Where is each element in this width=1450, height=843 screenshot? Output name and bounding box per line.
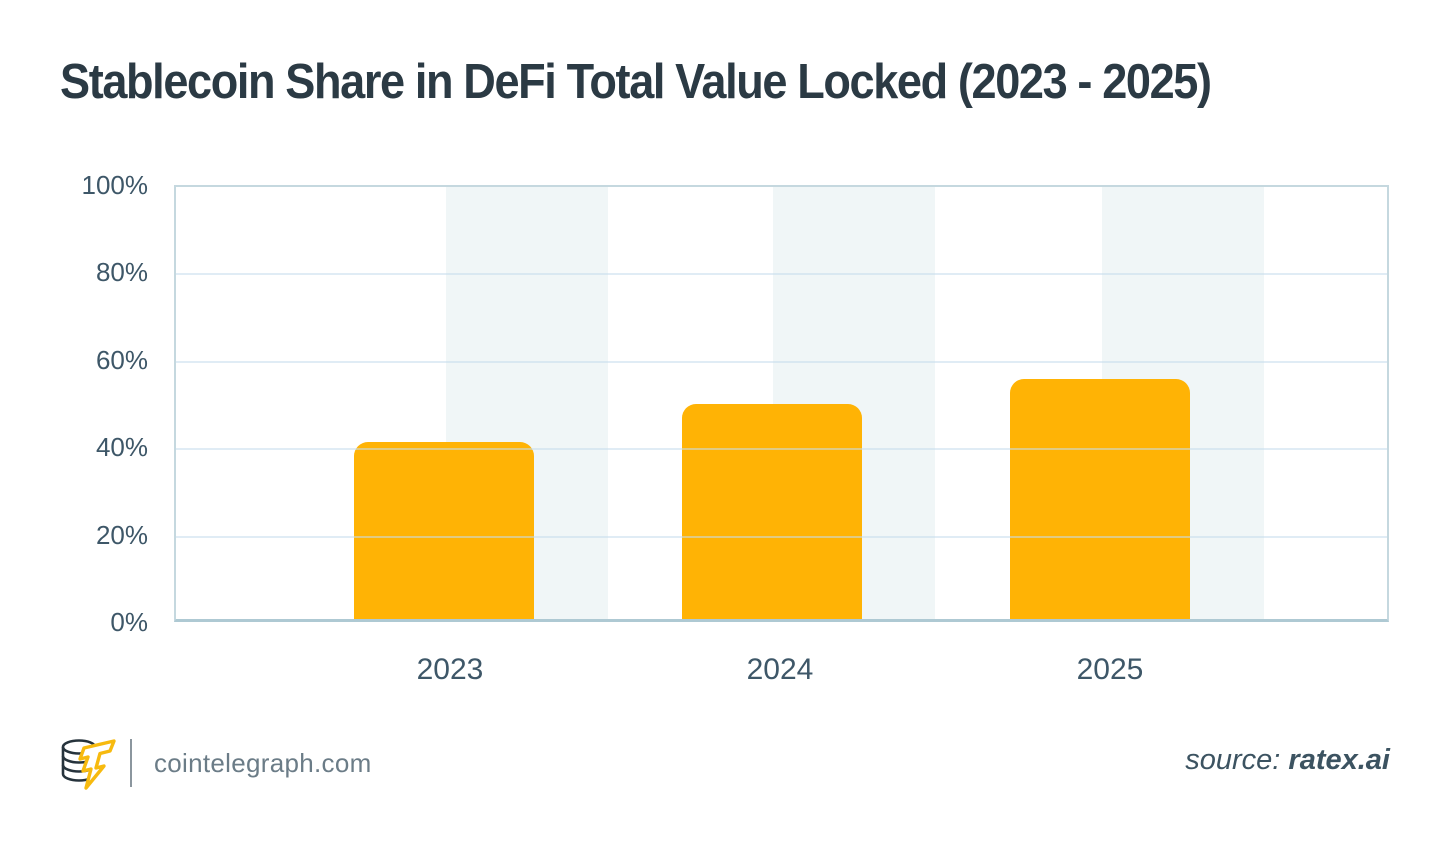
y-axis-label-20: 20% [95, 519, 148, 550]
x-axis-label-2024: 2024 [746, 653, 814, 686]
gridline-80 [176, 273, 1387, 276]
y-axis-label-80: 80% [95, 257, 148, 288]
gridline-60 [176, 360, 1387, 363]
bar-2024 [682, 404, 862, 619]
x-axis-label-2025: 2025 [1076, 653, 1144, 686]
gridline-40 [176, 448, 1387, 451]
cointelegraph-logo [61, 739, 116, 790]
source-attribution: source: ratex.ai [1185, 744, 1390, 777]
bar-2023 [354, 442, 534, 619]
plot-area [174, 185, 1389, 622]
x-axis-label-2023: 2023 [416, 653, 484, 686]
brand-divider [130, 739, 132, 787]
y-axis-label-60: 60% [95, 344, 148, 375]
lightning-t-icon [78, 739, 116, 790]
bar-2025 [1010, 379, 1190, 619]
source-value: ratex.ai [1288, 744, 1390, 776]
y-axis-label-0: 0% [110, 607, 148, 637]
y-axis-label-40: 40% [95, 432, 148, 463]
brand-site-text: cointelegraph.com [154, 747, 372, 778]
source-label: source: [1185, 744, 1281, 776]
chart-title: Stablecoin Share in DeFi Total Value Loc… [60, 55, 1212, 109]
footer-brand: cointelegraph.com [58, 736, 372, 790]
gridline-20 [176, 535, 1387, 538]
y-axis-label-100: 100% [81, 170, 149, 200]
